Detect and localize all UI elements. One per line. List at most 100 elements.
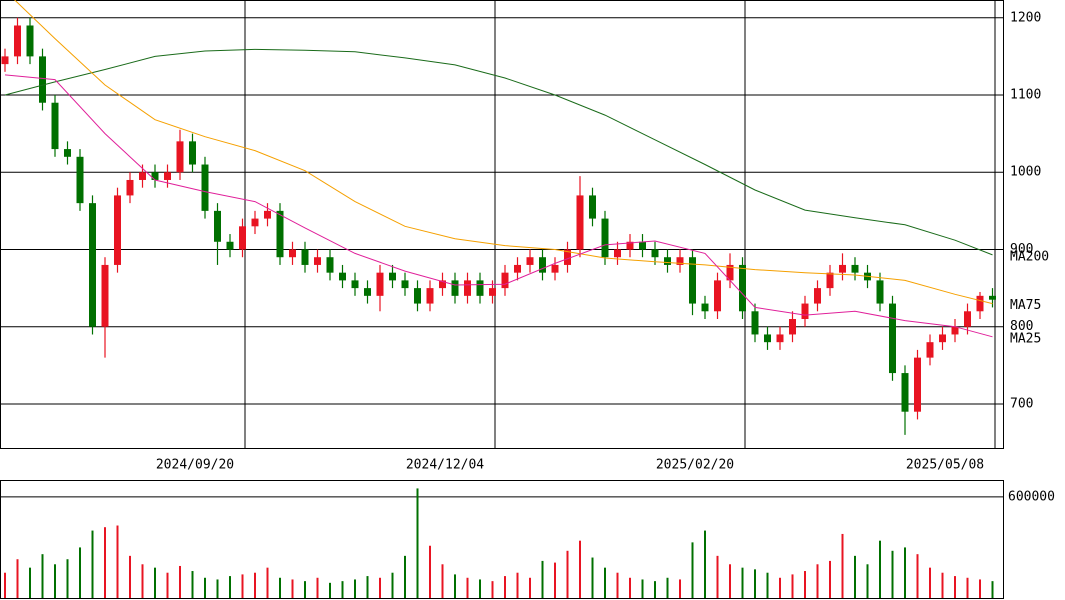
- volume-bar: [366, 576, 369, 598]
- volume-bar: [391, 572, 394, 598]
- volume-bar: [229, 576, 231, 598]
- y-tick-label: 600000: [1008, 489, 1055, 504]
- volume-bar: [291, 579, 294, 598]
- candle-body: [901, 373, 909, 412]
- candle-body: [126, 179, 134, 196]
- x-tick-label: 2025/02/20: [656, 458, 734, 473]
- candle-body: [101, 264, 109, 327]
- candle-body: [764, 334, 771, 343]
- volume-bar: [891, 550, 894, 598]
- candle-body: [314, 257, 321, 265]
- volume-bar: [454, 574, 456, 598]
- volume-bar: [241, 574, 244, 598]
- candle-body: [539, 257, 546, 273]
- candle-body: [976, 295, 984, 312]
- legend-label: MA75: [1010, 298, 1041, 313]
- volume-bar: [329, 582, 331, 598]
- volume-bar: [729, 564, 731, 598]
- y-tick-label: 700: [1010, 396, 1033, 411]
- candle-body: [301, 249, 309, 265]
- candle-body: [801, 303, 809, 320]
- volume-bar: [791, 574, 794, 598]
- candle-body: [289, 249, 296, 258]
- volume-bar: [841, 533, 844, 598]
- volume-bar: [629, 577, 631, 598]
- volume-bar: [666, 577, 669, 598]
- candle-body: [426, 288, 434, 304]
- volume-bar: [691, 542, 694, 598]
- volume-bar: [129, 555, 131, 598]
- volume-bar: [941, 572, 944, 598]
- candle-body: [514, 264, 521, 273]
- volume-bar: [266, 567, 269, 598]
- candle-body: [214, 210, 221, 242]
- candle-body: [814, 288, 821, 304]
- volume-bar: [316, 577, 319, 598]
- candle-body: [576, 195, 584, 250]
- candle-body: [39, 56, 46, 103]
- candle-body: [489, 288, 496, 296]
- candle-body: [789, 319, 796, 335]
- candle-body: [1, 56, 9, 65]
- candle-body: [89, 203, 96, 327]
- candle-body: [351, 280, 359, 289]
- volume-bar: [29, 567, 31, 598]
- volume-bar: [954, 576, 956, 598]
- volume-bar: [204, 577, 206, 598]
- candle-body: [751, 311, 759, 335]
- x-tick-label: 2024/12/04: [406, 458, 484, 473]
- volume-bar: [991, 581, 994, 598]
- candle-body: [951, 326, 959, 335]
- candle-body: [64, 149, 71, 157]
- candle-body: [439, 280, 446, 289]
- volume-bar: [4, 572, 6, 598]
- volume-bar: [279, 577, 281, 598]
- candle-body: [889, 303, 896, 374]
- candle-body: [739, 264, 746, 312]
- volume-bar: [254, 572, 256, 598]
- volume-bar: [679, 579, 681, 598]
- y-tick-label: 1000: [1010, 165, 1041, 180]
- volume-bar: [404, 555, 406, 598]
- candle-body: [651, 249, 659, 258]
- candle-body: [164, 172, 171, 180]
- price-plot: [1, 0, 996, 435]
- candle-body: [139, 172, 146, 180]
- volume-frame: [0, 480, 1004, 599]
- y-tick-label: 800: [1010, 319, 1033, 334]
- candle-body: [451, 280, 459, 296]
- volume-bar: [41, 554, 44, 598]
- candle-body: [114, 195, 121, 265]
- grid: [0, 0, 1003, 498]
- candle-body: [664, 257, 671, 265]
- candle-body: [614, 249, 621, 258]
- candle-body: [239, 226, 246, 250]
- volume-bar: [591, 557, 594, 598]
- labels: 2024/09/20 2024/12/04 2025/02/20 2025/05/08…: [156, 10, 1055, 504]
- volume-bar: [141, 564, 144, 598]
- volume-bar: [304, 581, 306, 598]
- volume-bar: [354, 579, 356, 598]
- candle-body: [276, 210, 284, 258]
- candle-body: [601, 218, 609, 258]
- candle-body: [626, 241, 634, 250]
- volume-bar: [854, 555, 856, 598]
- volume-bar: [379, 577, 381, 598]
- volume-bar: [866, 564, 869, 598]
- volume-bar: [716, 555, 719, 598]
- volume-bar: [104, 527, 106, 598]
- candle-body: [51, 102, 59, 150]
- volume-bar: [166, 572, 169, 598]
- candle-body: [26, 25, 34, 57]
- volume-bar: [554, 562, 556, 598]
- volume-bar: [216, 579, 219, 598]
- volume-bar: [966, 577, 969, 598]
- volume-bar: [466, 577, 469, 598]
- legend-label: MA25: [1010, 331, 1041, 346]
- volume-bar: [979, 579, 981, 598]
- y-tick-label: 1200: [1010, 10, 1041, 25]
- volume-bar: [79, 547, 81, 598]
- candle-body: [676, 257, 684, 265]
- volume-bar: [516, 572, 519, 598]
- volume-bar: [654, 581, 656, 598]
